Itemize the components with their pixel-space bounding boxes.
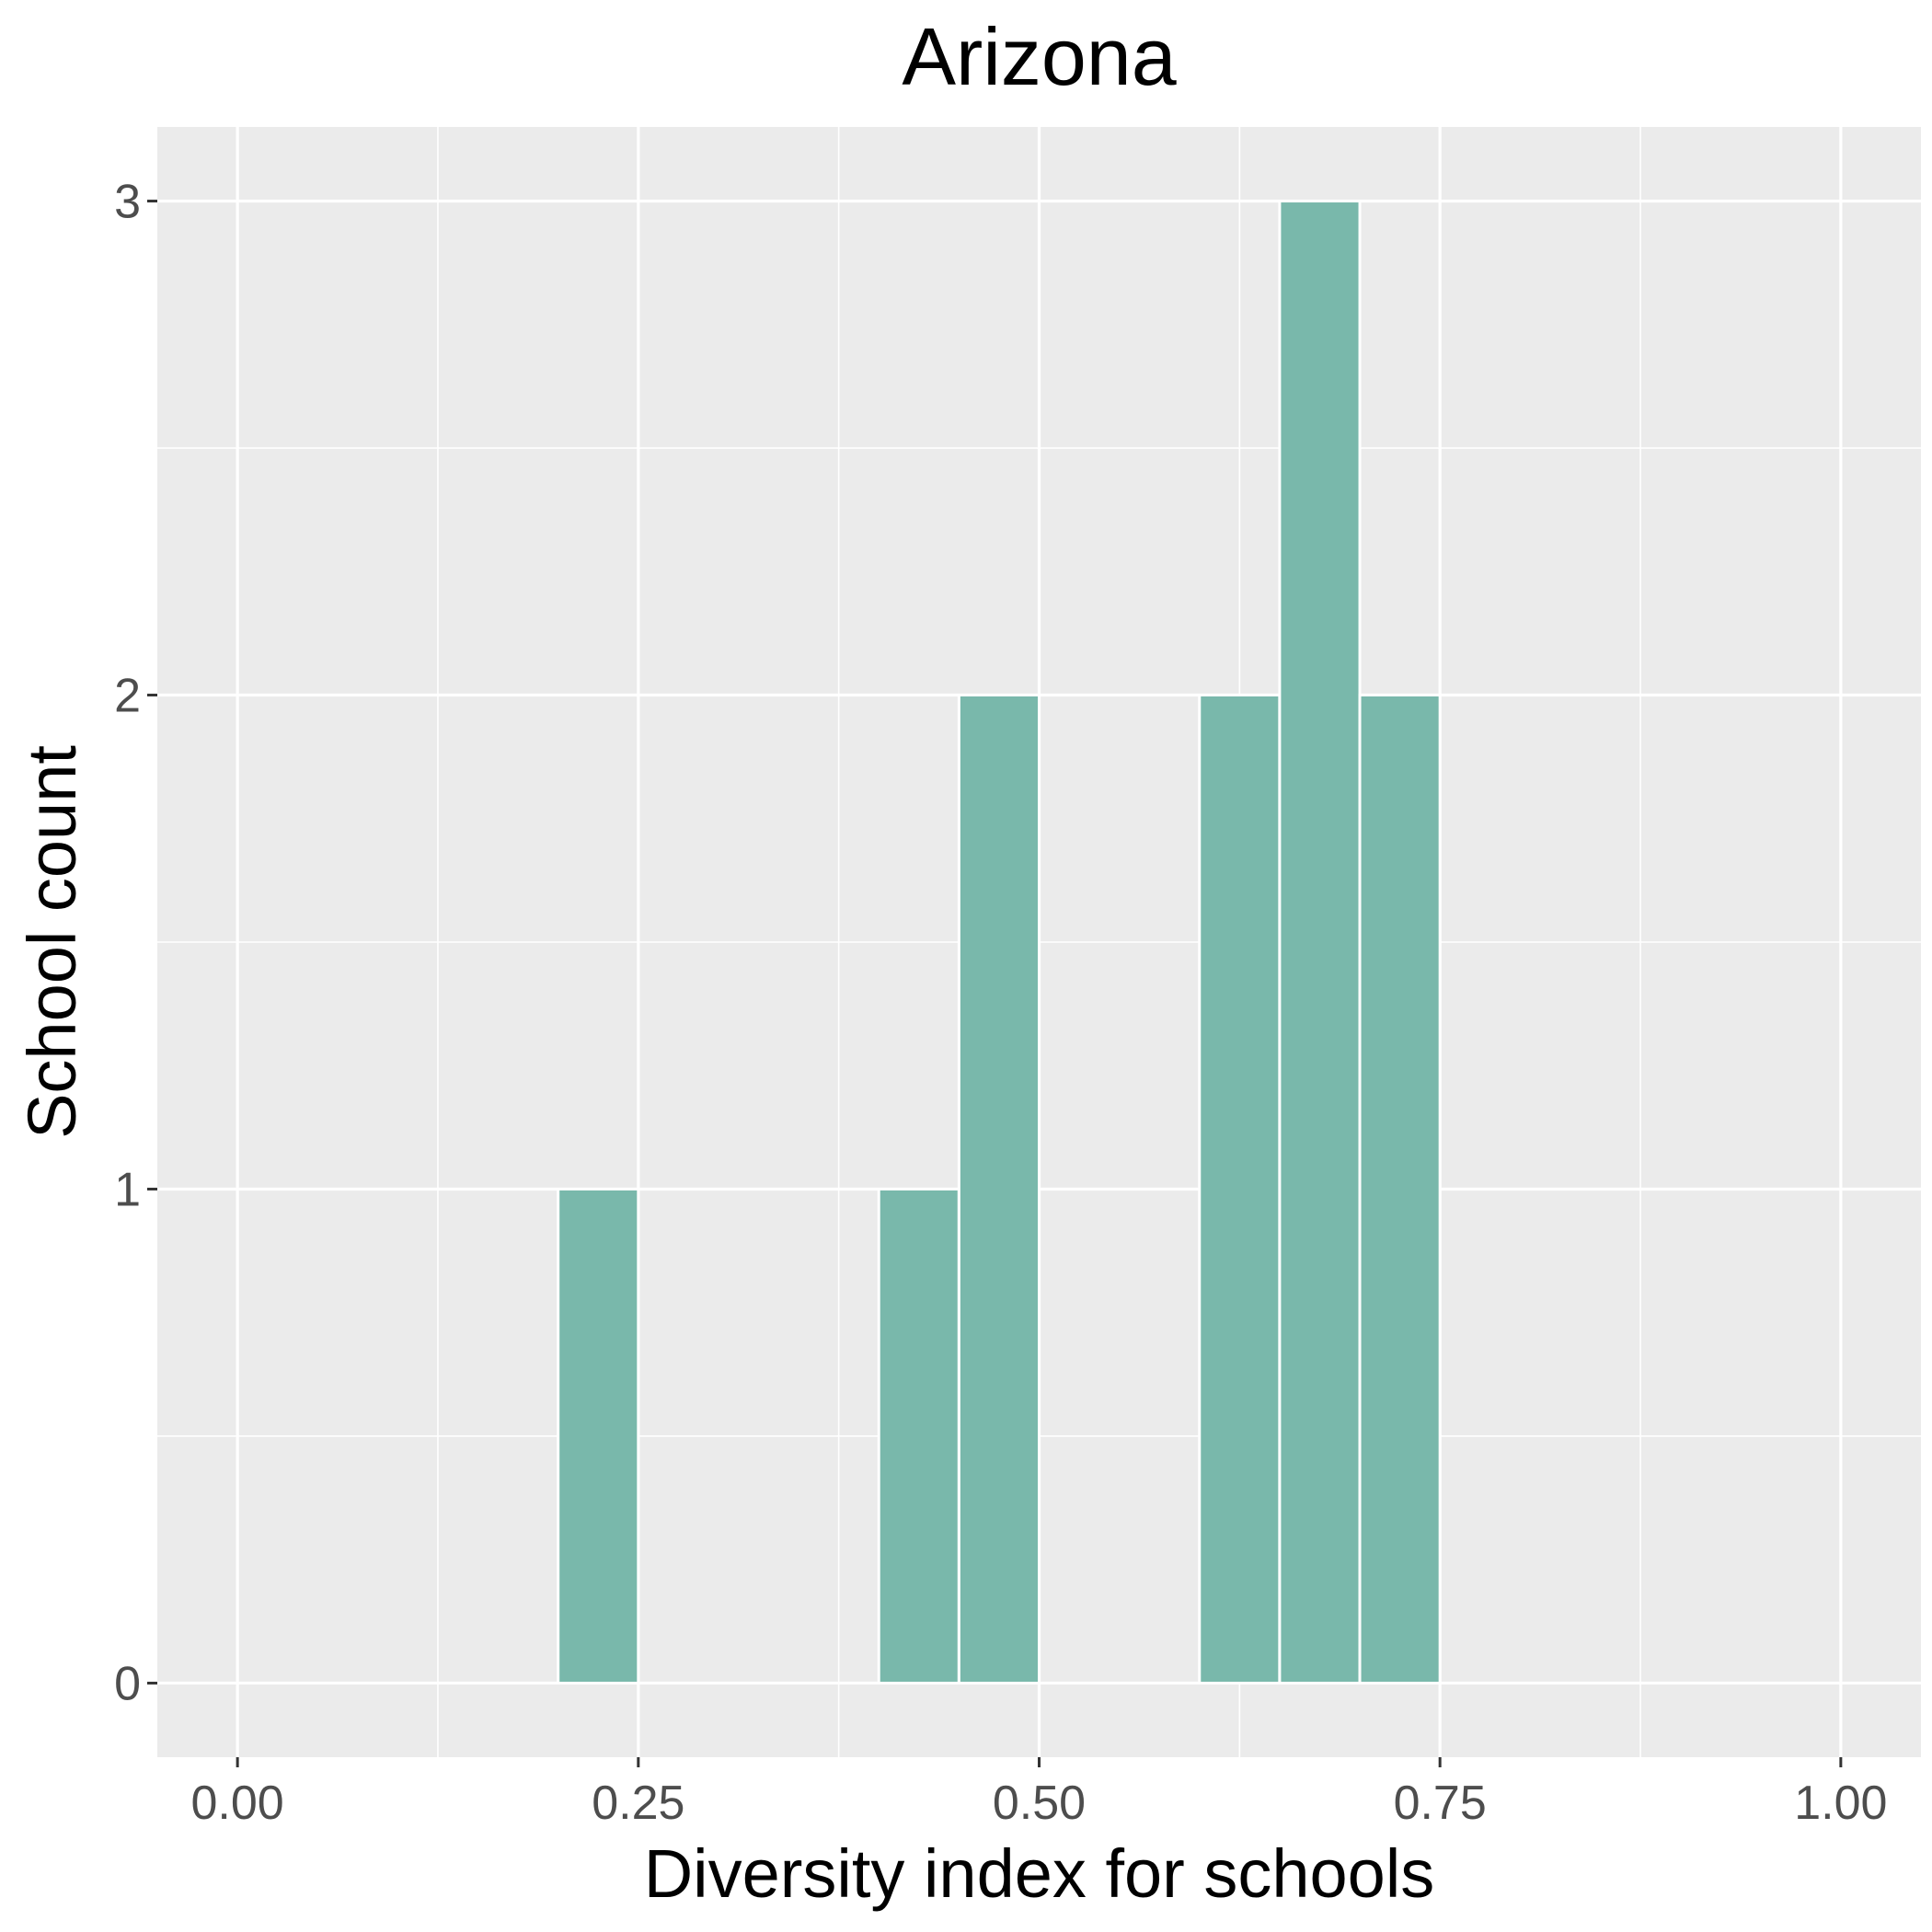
histogram-bar (877, 1187, 960, 1685)
y-tick-label: 1 (114, 1163, 141, 1216)
x-tick-label: 0.00 (191, 1777, 284, 1830)
x-tick-label: 0.75 (1394, 1777, 1487, 1830)
histogram-bars (557, 200, 1442, 1685)
chart-title: Arizona (902, 11, 1176, 102)
histogram-bar (557, 1187, 640, 1685)
x-axis-label: Diversity index for schools (644, 1835, 1435, 1912)
y-tick-label: 2 (114, 670, 141, 723)
y-tick-label: 0 (114, 1657, 141, 1710)
y-axis-ticks: 0 1 2 3 (114, 176, 157, 1710)
x-tick-label: 0.25 (592, 1777, 684, 1830)
histogram-bar (957, 694, 1041, 1685)
x-tick-label: 1.00 (1794, 1777, 1887, 1830)
y-axis-label: School count (14, 745, 90, 1139)
x-tick-label: 0.50 (993, 1777, 1086, 1830)
y-tick-label: 3 (114, 176, 141, 229)
histogram-bar (1358, 694, 1442, 1685)
x-axis-ticks: 0.00 0.25 0.50 0.75 1.00 (191, 1757, 1887, 1830)
histogram-bar (1278, 200, 1362, 1685)
histogram-bar (1198, 694, 1282, 1685)
